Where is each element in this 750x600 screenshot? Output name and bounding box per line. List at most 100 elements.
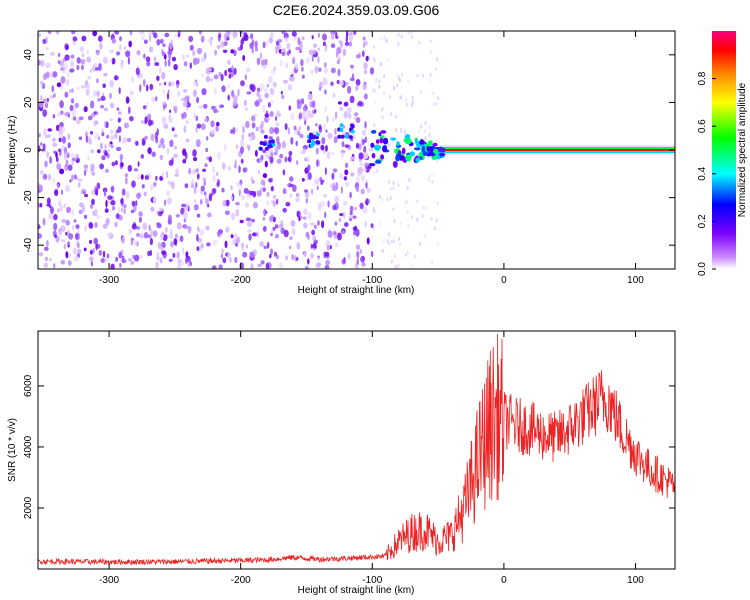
noise-speck [264, 113, 270, 118]
noise-speck [281, 31, 286, 35]
noise-speck [313, 109, 317, 114]
noise-speck [140, 154, 144, 159]
noise-speck [275, 234, 279, 239]
noise-speck [139, 233, 144, 239]
signal-blob [371, 130, 377, 134]
noise-speck [344, 162, 349, 169]
noise-speck [169, 109, 172, 114]
snr-frame [37, 330, 676, 570]
signal-blob [340, 134, 345, 139]
noise-speck [100, 95, 106, 102]
noise-speck [85, 135, 89, 143]
noise-speck [155, 262, 159, 268]
noise-speck [258, 95, 262, 99]
noise-speck [103, 72, 108, 77]
noise-speck [59, 100, 64, 109]
noise-speck [110, 135, 115, 141]
noise-speck [182, 101, 188, 108]
noise-speck [323, 193, 327, 198]
noise-speck [296, 242, 301, 250]
noise-speck [318, 67, 322, 72]
noise-speck [38, 252, 43, 257]
noise-speck [307, 93, 313, 101]
noise-speck [293, 255, 297, 261]
noise-speck [419, 241, 422, 246]
noise-speck [95, 188, 99, 196]
noise-speck [38, 233, 42, 239]
signal-blob [371, 153, 376, 159]
noise-speck [38, 153, 41, 157]
noise-speck [296, 210, 302, 218]
noise-speck [52, 71, 58, 78]
noise-speck [365, 181, 368, 189]
noise-speck [383, 91, 385, 96]
noise-speck [115, 213, 120, 219]
noise-speck [235, 242, 238, 247]
noise-speck [342, 48, 347, 57]
noise-speck [268, 136, 273, 140]
noise-speck [352, 226, 358, 231]
noise-speck [131, 237, 135, 241]
noise-speck [42, 38, 47, 45]
noise-speck [46, 134, 51, 138]
noise-speck [380, 62, 383, 66]
noise-speck [51, 85, 54, 93]
noise-speck [54, 234, 58, 238]
noise-speck [311, 54, 314, 62]
noise-speck [298, 126, 301, 130]
noise-speck [171, 56, 177, 62]
noise-speck [310, 188, 314, 195]
noise-speck [257, 169, 260, 175]
noise-speck [138, 211, 143, 217]
noise-speck [221, 253, 223, 259]
noise-speck [39, 170, 44, 175]
noise-speck [70, 54, 75, 59]
noise-speck [107, 232, 112, 238]
noise-speck [42, 143, 46, 151]
noise-speck [138, 75, 142, 79]
noise-speck [399, 242, 402, 247]
noise-speck [298, 112, 303, 119]
spectrogram-noise [38, 31, 439, 269]
noise-speck [355, 79, 361, 86]
noise-speck [274, 251, 277, 257]
noise-speck [225, 199, 230, 207]
noise-speck [174, 34, 177, 38]
noise-speck [175, 168, 179, 174]
noise-speck [326, 115, 329, 123]
noise-speck [166, 190, 170, 196]
noise-speck [87, 156, 90, 160]
noise-speck [193, 204, 199, 211]
noise-speck [355, 54, 361, 59]
noise-speck [152, 196, 157, 204]
noise-speck [111, 38, 116, 44]
noise-speck [39, 80, 44, 85]
noise-speck [429, 72, 432, 77]
noise-speck [120, 60, 124, 69]
noise-speck [293, 35, 298, 41]
noise-speck [196, 246, 200, 252]
noise-speck [58, 137, 62, 143]
noise-speck [128, 228, 133, 233]
noise-speck [192, 57, 198, 66]
noise-speck [359, 248, 362, 254]
noise-speck [61, 70, 67, 74]
noise-speck [199, 198, 203, 205]
noise-speck [295, 140, 298, 147]
noise-speck [174, 107, 178, 114]
noise-speck [132, 204, 137, 213]
noise-speck [45, 62, 51, 69]
noise-speck [161, 72, 166, 80]
noise-speck [201, 73, 204, 78]
noise-speck [129, 90, 134, 96]
noise-speck [73, 104, 76, 112]
noise-speck [84, 225, 87, 232]
noise-speck [128, 106, 131, 115]
noise-speck [298, 216, 301, 222]
noise-speck [349, 64, 354, 69]
noise-speck [396, 72, 399, 77]
noise-speck [421, 214, 424, 219]
signal-blob [309, 132, 313, 137]
noise-speck [144, 135, 149, 140]
noise-speck [259, 52, 263, 60]
